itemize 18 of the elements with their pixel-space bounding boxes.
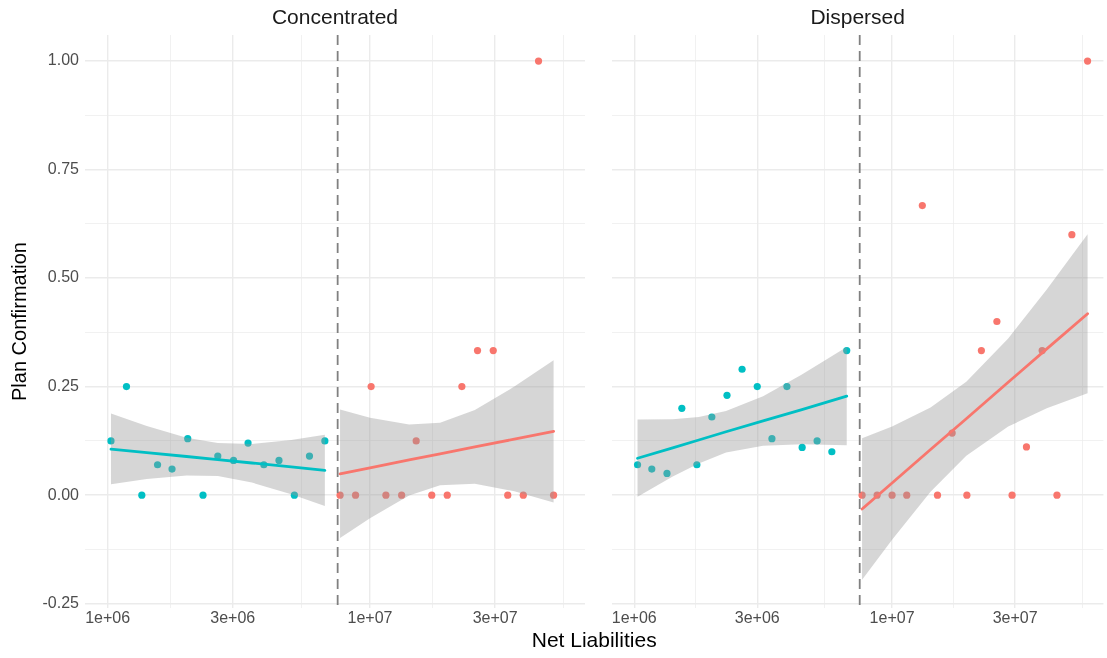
y-tick-label: -0.25 (42, 594, 80, 612)
x-tick-label: 1e+07 (869, 609, 915, 627)
x-tick-label: 3e+06 (210, 609, 256, 627)
y-tick-label: 0.25 (47, 377, 80, 395)
chart-title: Concentrated (271, 4, 399, 28)
x-tick-label: 3e+07 (992, 609, 1038, 627)
x-tick-label: 1e+06 (85, 609, 131, 627)
y-tick-label: 0.75 (47, 159, 80, 177)
y-tick-label: 0.50 (47, 268, 80, 286)
y-tick-label: 1.00 (47, 51, 80, 69)
x-tick-label: 3e+06 (734, 609, 780, 627)
x-tick-label: 1e+07 (347, 609, 393, 627)
chart-title: Dispersed (810, 4, 905, 28)
x-tick-label: 1e+06 (611, 609, 657, 627)
x-axis-title: Net Liabilities (530, 627, 658, 653)
x-tick-label: 3e+07 (472, 609, 518, 627)
y-tick-label: 0.00 (47, 485, 80, 503)
y-axis-title: Plan Confirmation (7, 242, 30, 401)
